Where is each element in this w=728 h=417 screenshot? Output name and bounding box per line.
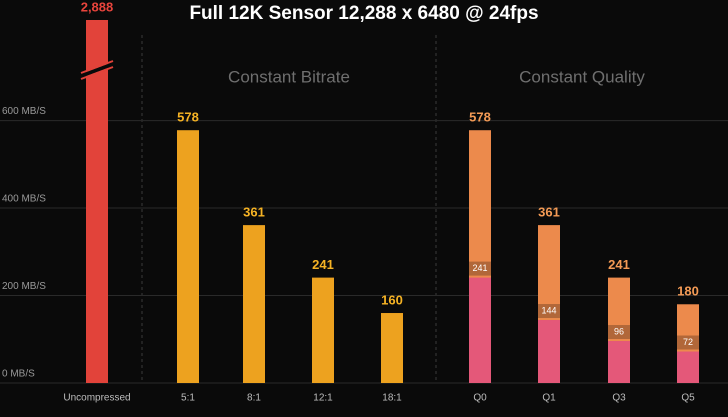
value-label: 241 xyxy=(312,257,334,272)
y-tick-label: 600 MB/S xyxy=(2,106,46,117)
inner-label-bg xyxy=(469,261,491,276)
x-tick-label: Q5 xyxy=(681,393,695,404)
section-label: Constant Quality xyxy=(519,67,645,86)
chart-title: Full 12K Sensor 12,288 x 6480 @ 24fps xyxy=(189,3,538,24)
inner-label: 241 xyxy=(472,263,487,273)
x-tick-label: 8:1 xyxy=(247,393,261,404)
x-tick-label: 5:1 xyxy=(181,393,195,404)
y-tick-label: 200 MB/S xyxy=(2,281,46,292)
inner-bar xyxy=(608,341,630,383)
value-label: 578 xyxy=(469,110,491,125)
y-tick-label: 0 MB/S xyxy=(2,369,35,380)
bar xyxy=(312,277,334,383)
x-tick-label: 18:1 xyxy=(382,393,402,404)
value-label: 361 xyxy=(243,205,265,220)
plot-area xyxy=(86,20,699,383)
bar xyxy=(381,313,403,383)
inner-bar xyxy=(469,277,491,383)
axis-break-line xyxy=(80,60,114,74)
value-label: 2,888 xyxy=(81,0,114,14)
x-tick-label: 12:1 xyxy=(313,393,333,404)
value-label: 180 xyxy=(677,284,699,299)
inner-label: 144 xyxy=(541,305,556,315)
x-tick-label: Q0 xyxy=(473,393,487,404)
section-label: Constant Bitrate xyxy=(228,67,350,86)
bar xyxy=(86,20,108,383)
value-label: 361 xyxy=(538,205,560,220)
x-tick-label: Uncompressed xyxy=(63,393,130,404)
inner-label-bg xyxy=(677,335,699,350)
value-label: 578 xyxy=(177,110,199,125)
axis-break xyxy=(81,62,113,78)
inner-bar xyxy=(538,320,560,383)
x-tick-label: Q1 xyxy=(542,393,556,404)
inner-label-bg xyxy=(538,304,560,319)
x-tick-label: Q3 xyxy=(612,393,626,404)
y-tick-label: 400 MB/S xyxy=(2,194,46,205)
inner-label: 72 xyxy=(683,337,693,347)
inner-label: 96 xyxy=(614,326,624,336)
inner-label-bg xyxy=(608,325,630,340)
value-label: 241 xyxy=(608,257,630,272)
value-label: 160 xyxy=(381,292,403,307)
axis-break-line xyxy=(80,66,114,80)
inner-bar xyxy=(677,351,699,383)
bar xyxy=(243,225,265,383)
bar xyxy=(177,130,199,383)
